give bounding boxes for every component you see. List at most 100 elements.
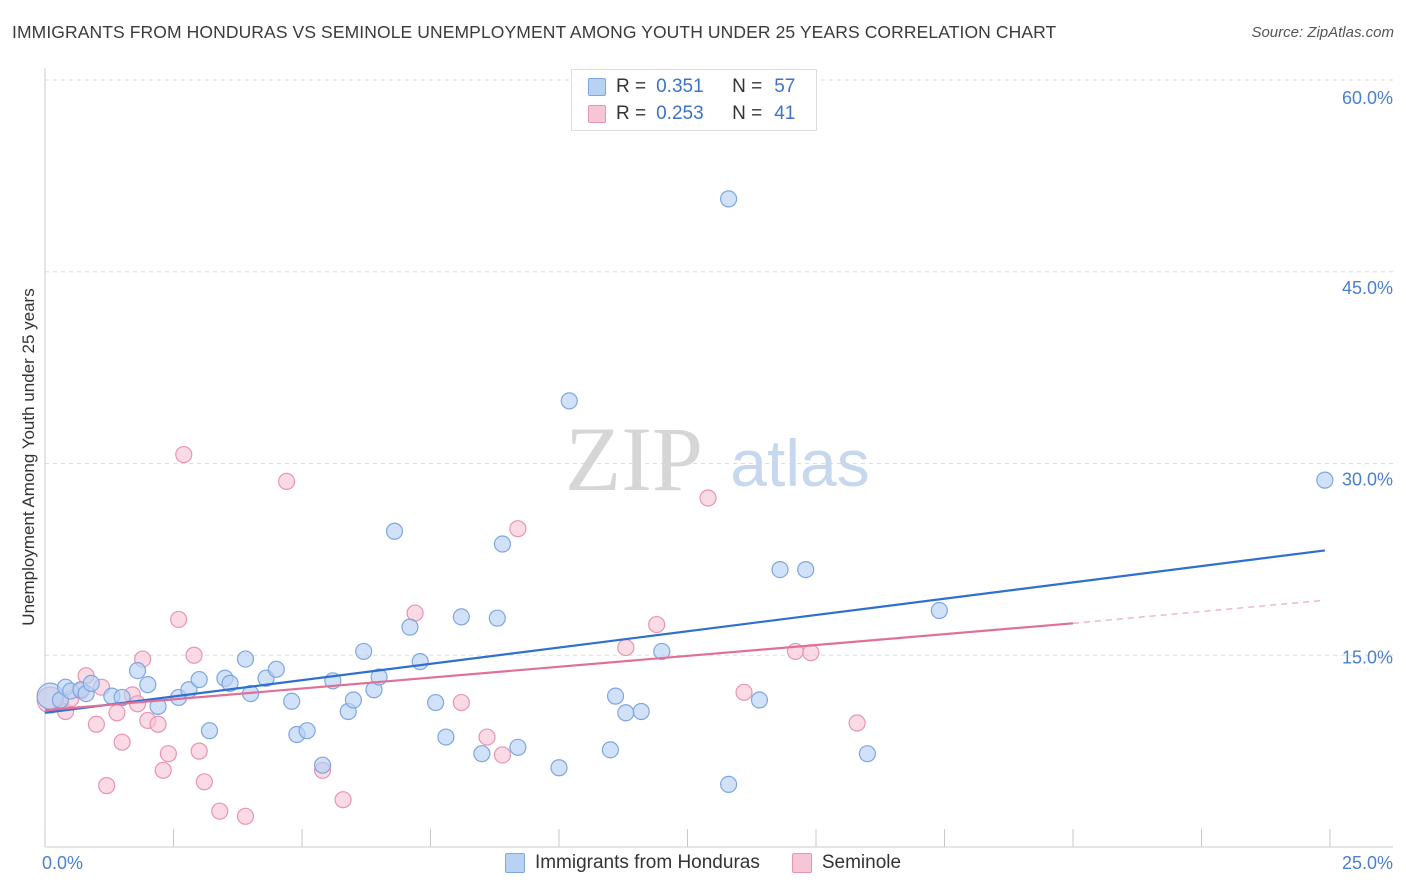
seminole-point: [154, 761, 172, 779]
seminole-point: [185, 646, 203, 664]
honduras-point: [313, 756, 332, 774]
honduras-point: [283, 692, 301, 710]
x-tick-label-min: 0.0%: [42, 853, 83, 873]
seminole-point: [334, 791, 352, 809]
y-tick-label: 60.0%: [1342, 88, 1393, 108]
trend-lines: [44, 549, 1325, 714]
seminole-swatch: [588, 105, 606, 123]
seminole-point: [87, 715, 106, 733]
watermark-zip: ZIP: [565, 408, 703, 510]
y-tick-label: 30.0%: [1342, 470, 1393, 490]
honduras-point: [750, 691, 769, 709]
honduras-point: [344, 691, 362, 709]
honduras-point: [797, 561, 815, 579]
seminole-trend-line: [44, 622, 1074, 712]
seminole-point: [277, 472, 296, 490]
seminole-point: [113, 733, 131, 751]
honduras-point: [550, 759, 568, 777]
honduras-point: [385, 522, 404, 540]
honduras-swatch: [504, 853, 525, 873]
n-value: 57: [774, 76, 796, 97]
y-tick-label: 45.0%: [1342, 278, 1393, 298]
honduras-trend-line: [44, 549, 1325, 714]
series-legend: Immigrants from Honduras Seminole: [0, 852, 1406, 874]
seminole-point: [236, 807, 255, 825]
honduras-point: [509, 738, 527, 756]
honduras-point: [720, 775, 738, 793]
seminole-point: [190, 742, 208, 760]
seminole-point: [478, 728, 496, 746]
honduras-point: [858, 745, 877, 763]
honduras-point: [401, 618, 419, 636]
honduras-point: [200, 722, 219, 740]
seminole-point: [699, 489, 717, 507]
honduras-point: [411, 653, 429, 671]
seminole-point: [211, 802, 229, 820]
legend-label: Immigrants from Honduras: [534, 852, 760, 873]
honduras-point: [267, 660, 285, 678]
honduras-point: [473, 745, 491, 763]
n-label: N =: [732, 76, 763, 97]
legend-item-seminole[interactable]: Seminole: [791, 852, 902, 874]
gridlines: [45, 79, 1393, 656]
r-label: R =: [616, 76, 647, 97]
honduras-point: [1316, 471, 1334, 489]
axes: [44, 68, 1393, 848]
seminole-point: [108, 704, 126, 722]
seminole-point: [98, 777, 116, 795]
seminole-point: [735, 683, 753, 701]
legend-item-honduras[interactable]: Immigrants from Honduras: [504, 852, 760, 874]
seminole-point: [159, 745, 177, 763]
y-tick-label: 15.0%: [1342, 647, 1393, 667]
honduras-point: [488, 609, 506, 627]
honduras-point: [771, 561, 789, 579]
legend-row-honduras: R = 0.351 N = 57: [588, 75, 795, 99]
y-axis-title: Unemployment Among Youth under 25 years: [19, 288, 38, 625]
seminole-point: [452, 693, 470, 712]
seminole-point: [648, 615, 666, 634]
source-credit: Source: ZipAtlas.com: [1251, 24, 1394, 41]
seminole-point: [493, 746, 512, 764]
n-label: N =: [732, 103, 763, 124]
honduras-point: [601, 741, 620, 759]
seminole-point: [175, 445, 193, 464]
honduras-point: [437, 728, 455, 746]
seminole-swatch: [791, 853, 812, 873]
honduras-point: [606, 687, 625, 705]
r-label: R =: [616, 103, 647, 124]
seminole-point: [149, 715, 167, 733]
honduras-point: [452, 608, 470, 626]
seminole-point: [848, 714, 866, 732]
seminole-point: [170, 610, 188, 629]
honduras-point: [236, 650, 255, 668]
series-honduras-points: [36, 190, 1334, 793]
honduras-point: [82, 674, 100, 692]
n-value: 41: [774, 103, 796, 124]
series-seminole-points: [36, 445, 866, 825]
legend-row-seminole: R = 0.253 N = 41: [588, 102, 795, 126]
chart-title: IMMIGRANTS FROM HONDURAS VS SEMINOLE UNE…: [12, 22, 1057, 42]
r-value: 0.351: [656, 76, 704, 97]
honduras-point: [298, 722, 316, 740]
legend-label: Seminole: [821, 852, 902, 873]
honduras-point: [632, 702, 650, 721]
watermark: ZIP atlas: [565, 408, 870, 510]
seminole-trend-extension: [1072, 599, 1325, 624]
seminole-point: [195, 773, 213, 791]
honduras-point: [653, 642, 671, 661]
honduras-point: [128, 661, 147, 680]
honduras-point: [221, 674, 239, 692]
honduras-point: [139, 676, 157, 694]
honduras-point: [427, 693, 445, 712]
honduras-point: [560, 392, 578, 410]
watermark-atlas: atlas: [730, 426, 869, 500]
honduras-point: [930, 601, 948, 620]
honduras-swatch: [588, 78, 606, 96]
seminole-point: [509, 520, 527, 538]
seminole-point: [617, 638, 635, 657]
r-value: 0.253: [656, 103, 704, 124]
honduras-point: [190, 670, 208, 689]
honduras-point: [720, 190, 738, 208]
seminole-point: [802, 644, 820, 662]
